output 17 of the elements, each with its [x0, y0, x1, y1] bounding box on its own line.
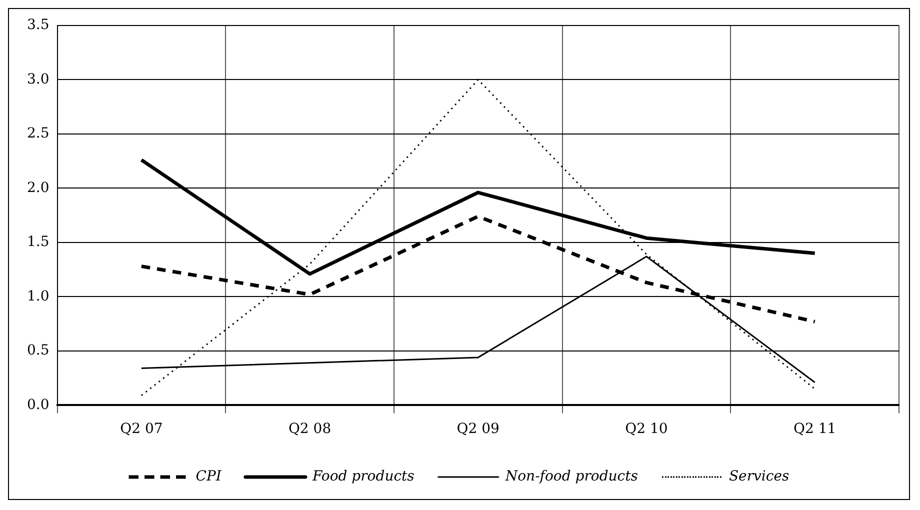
x-tick-label: Q2 08 [288, 421, 332, 438]
legend-label: CPI [196, 468, 222, 485]
legend-label: Food products [311, 468, 414, 485]
x-tick-label: Q2 10 [625, 421, 668, 438]
y-tick-label: 0.0 [27, 396, 50, 413]
legend-label: Non-food products [504, 468, 638, 485]
x-tick-label: Q2 09 [456, 421, 500, 438]
y-tick-label: 3.0 [27, 71, 50, 88]
y-tick-label: 0.5 [27, 342, 50, 359]
x-tick-label: Q2 11 [794, 421, 836, 438]
x-tick-label: Q2 07 [120, 421, 163, 438]
y-tick-label: 3.5 [27, 17, 50, 34]
y-tick-label: 1.0 [27, 288, 50, 304]
legend-label: Services [728, 468, 790, 485]
y-tick-label: 2.0 [27, 180, 50, 196]
y-tick-label: 2.5 [27, 126, 50, 142]
y-tick-label: 1.5 [27, 234, 50, 250]
